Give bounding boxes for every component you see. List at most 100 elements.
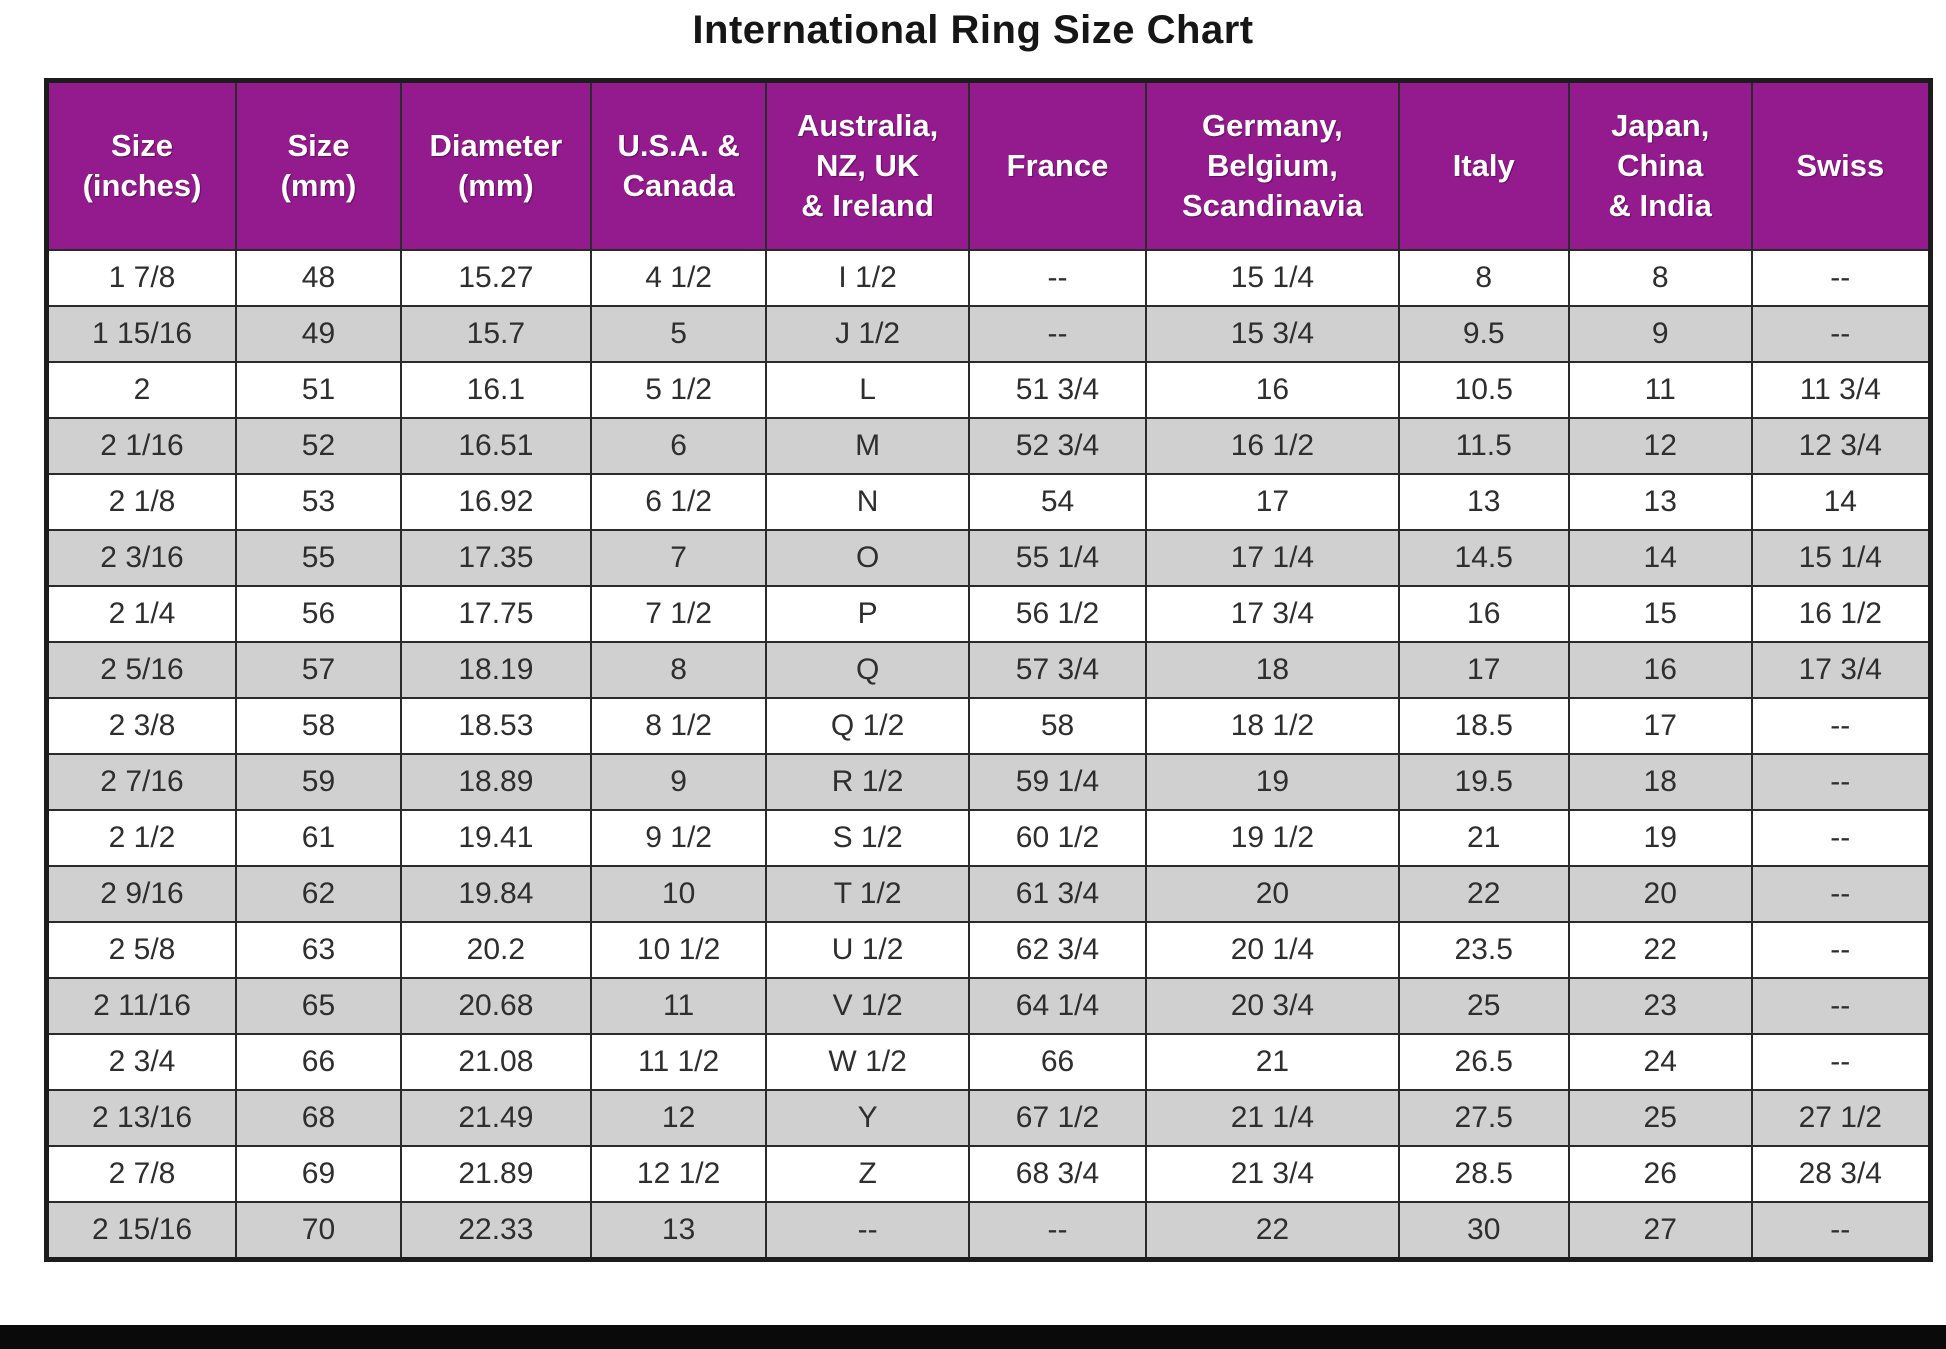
table-cell: 23.5 [1397, 921, 1570, 979]
table-cell: 18.89 [399, 753, 592, 811]
column-header: Japan, China & India [1567, 79, 1753, 251]
table-cell: 28.5 [1397, 1145, 1570, 1203]
table-cell: 19 1/2 [1145, 809, 1400, 867]
table-cell: 48 [235, 249, 402, 307]
page-title: International Ring Size Chart [692, 8, 1254, 52]
table-cell: 56 1/2 [967, 585, 1148, 643]
table-cell: 15 3/4 [1145, 305, 1400, 363]
table-cell: -- [1750, 249, 1932, 307]
table-cell: N [765, 473, 970, 531]
column-header: France [967, 79, 1148, 251]
table-cell: 64 1/4 [967, 977, 1148, 1035]
table-cell: 70 [235, 1201, 402, 1261]
table-row: 1 7/8 48 15.27 4 1/2 I 1/2 -- 15 1/4 8 8 -- [45, 249, 1932, 307]
table-cell: 9 [1567, 305, 1753, 363]
table-cell: 16.92 [399, 473, 592, 531]
table-cell: 12 1/2 [589, 1145, 768, 1203]
table-cell: 2 11/16 [45, 977, 238, 1035]
table-row: 2 51 16.1 5 1/2 L 51 3/4 16 10.5 11 11 3/4 [45, 361, 1932, 419]
table-cell: 21 [1145, 1033, 1400, 1091]
table-cell: 19 [1567, 809, 1753, 867]
table-cell: 12 [1567, 417, 1753, 475]
table-row: 2 13/16 68 21.49 12 Y 67 1/2 21 1/4 27.5 25 27 1/… [45, 1089, 1932, 1147]
table-cell: 15 1/4 [1750, 529, 1932, 587]
table-cell: 22 [1567, 921, 1753, 979]
table-cell: 18 [1567, 753, 1753, 811]
table-cell: 17 [1397, 641, 1570, 699]
table-row: 2 9/16 62 19.84 10 T 1/2 61 3/4 20 22 20 -- [45, 865, 1932, 923]
table-cell: -- [1750, 1201, 1932, 1261]
table-cell: 53 [235, 473, 402, 531]
table-cell: 1 15/16 [45, 305, 238, 363]
table-cell: 51 [235, 361, 402, 419]
table-cell: 58 [967, 697, 1148, 755]
table-cell: 16 1/2 [1750, 585, 1932, 643]
table-cell: 5 [589, 305, 768, 363]
table-cell: -- [1750, 809, 1932, 867]
table-row: 2 1/4 56 17.75 7 1/2 P 56 1/2 17 3/4 16 15 16 1/2 [45, 585, 1932, 643]
table-cell: 61 [235, 809, 402, 867]
table-cell: 8 1/2 [589, 697, 768, 755]
table-cell: 2 7/16 [45, 753, 238, 811]
table-cell: 2 1/8 [45, 473, 238, 531]
table-cell: 16 [1567, 641, 1753, 699]
table-cell: 19.84 [399, 865, 592, 923]
table-row: 2 1/16 52 16.51 6 M 52 3/4 16 1/2 11.5 12 12 3/4 [45, 417, 1932, 475]
table-cell: 27 [1567, 1201, 1753, 1261]
table-cell: 67 1/2 [967, 1089, 1148, 1147]
table-cell: 24 [1567, 1033, 1753, 1091]
table-cell: 9 [589, 753, 768, 811]
table-cell: 21.49 [399, 1089, 592, 1147]
table-cell: 20 3/4 [1145, 977, 1400, 1035]
table-row: 2 3/16 55 17.35 7 O 55 1/4 17 1/4 14.5 14 15 1/4 [45, 529, 1932, 587]
table-cell: 16 [1145, 361, 1400, 419]
table-cell: 25 [1397, 977, 1570, 1035]
table-cell: 56 [235, 585, 402, 643]
table-cell: 11 [1567, 361, 1753, 419]
table-cell: 60 1/2 [967, 809, 1148, 867]
table-cell: 2 1/16 [45, 417, 238, 475]
table-cell: 10.5 [1397, 361, 1570, 419]
table-cell: 17 3/4 [1750, 641, 1932, 699]
table-cell: 9 1/2 [589, 809, 768, 867]
table-cell: 21.89 [399, 1145, 592, 1203]
table-cell: 65 [235, 977, 402, 1035]
table-cell: 27.5 [1397, 1089, 1570, 1147]
table-cell: P [765, 585, 970, 643]
table-row: 2 1/2 61 19.41 9 1/2 S 1/2 60 1/2 19 1/2 21 19 -- [45, 809, 1932, 867]
table-cell: 69 [235, 1145, 402, 1203]
table-cell: 17 [1567, 697, 1753, 755]
table-cell: 15.27 [399, 249, 592, 307]
table-cell: 59 [235, 753, 402, 811]
table-cell: 2 5/16 [45, 641, 238, 699]
table-cell: 18.19 [399, 641, 592, 699]
column-header: Germany, Belgium, Scandinavia [1145, 79, 1400, 251]
table-cell: 18.53 [399, 697, 592, 755]
table-cell: 16.51 [399, 417, 592, 475]
column-header: Size (mm) [235, 79, 402, 251]
table-cell: 52 [235, 417, 402, 475]
table-cell: 30 [1397, 1201, 1570, 1261]
table-cell: -- [967, 249, 1148, 307]
table-cell: 66 [235, 1033, 402, 1091]
table-cell: U 1/2 [765, 921, 970, 979]
column-header: Swiss [1750, 79, 1932, 251]
table-cell: 11 1/2 [589, 1033, 768, 1091]
table-cell: 52 3/4 [967, 417, 1148, 475]
table-cell: 16 1/2 [1145, 417, 1400, 475]
table-cell: 21 [1397, 809, 1570, 867]
bottom-bar [0, 1325, 1946, 1349]
table-cell: 6 [589, 417, 768, 475]
table-cell: 11 [589, 977, 768, 1035]
table-cell: 16 [1397, 585, 1570, 643]
table-cell: 68 3/4 [967, 1145, 1148, 1203]
table-cell: 2 3/16 [45, 529, 238, 587]
table-cell: 19 [1145, 753, 1400, 811]
table-cell: I 1/2 [765, 249, 970, 307]
table-cell: 17.35 [399, 529, 592, 587]
table-cell: 14 [1750, 473, 1932, 531]
table-cell: T 1/2 [765, 865, 970, 923]
table-cell: 51 3/4 [967, 361, 1148, 419]
table-cell: -- [1750, 977, 1932, 1035]
table-cell: 62 3/4 [967, 921, 1148, 979]
